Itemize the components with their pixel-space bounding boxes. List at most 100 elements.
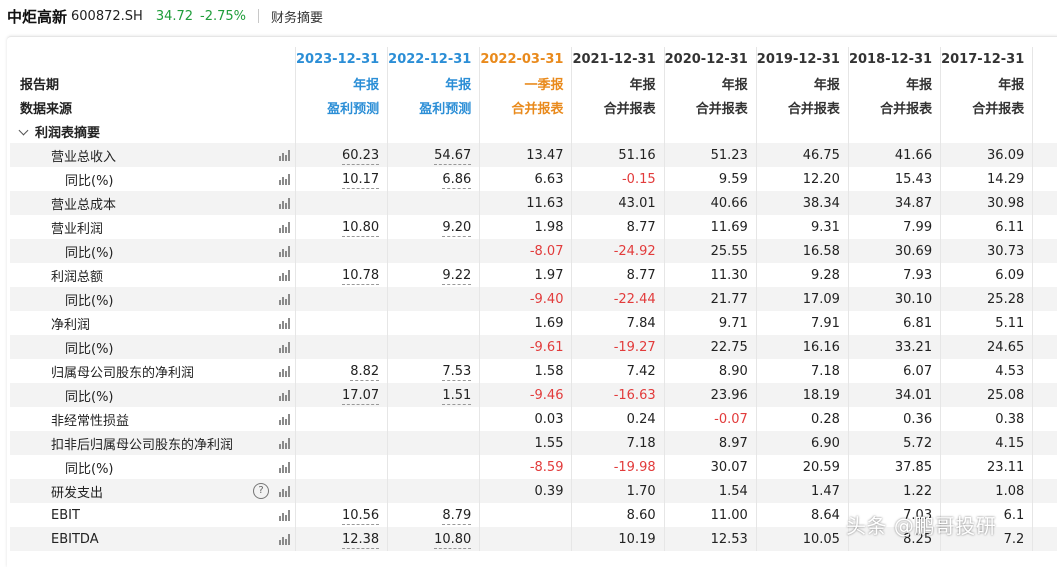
value-cell: -16.63 [571, 383, 665, 407]
header-row-date: 2023-12-31 2022-12-31 2022-03-31 2021-12-31… [10, 47, 1057, 71]
column-type [1032, 71, 1057, 95]
value-cell: 0.36 [847, 407, 941, 431]
value-cell: 11.30 [663, 263, 757, 287]
header-blank [250, 95, 296, 119]
column-type: 年报 [755, 71, 849, 95]
bar-chart-icon[interactable] [279, 509, 291, 521]
value-text: 6.07 [903, 363, 933, 379]
section-title: 利润表摘要 [35, 125, 101, 141]
value-text: 1.51 [442, 387, 472, 405]
column-date[interactable]: 2018-12-31 [847, 47, 941, 71]
value-cell: 36.09 [940, 143, 1033, 167]
stock-code: 600872.SH [71, 8, 143, 24]
bar-chart-icon[interactable] [279, 269, 291, 281]
value-text: 11.63 [526, 195, 564, 211]
bar-chart-icon[interactable] [279, 461, 291, 473]
value-text: 6.81 [903, 315, 933, 331]
value-cell: -9.40 [479, 287, 572, 311]
value-cell: 23.96 [663, 383, 757, 407]
row-label: 同比(%) [10, 335, 251, 359]
value-text: 7.03 [903, 507, 933, 523]
bar-chart-icon[interactable] [279, 173, 291, 185]
bar-chart-icon[interactable] [279, 389, 291, 401]
blank-cell [663, 119, 757, 143]
column-date[interactable] [1032, 47, 1057, 71]
value-cell: 8.64 [755, 503, 849, 527]
bar-chart-icon[interactable] [279, 317, 291, 329]
value-text: 8.60 [626, 507, 656, 523]
column-date[interactable]: 2022-03-31 [479, 47, 572, 71]
column-date[interactable]: 2017-12-31 [940, 47, 1033, 71]
header-blank [250, 71, 296, 95]
value-cell: 15.43 [847, 167, 941, 191]
value-cell: 0.24 [571, 407, 665, 431]
value-cell: 17.07 [294, 383, 388, 407]
bar-chart-icon[interactable] [279, 533, 291, 545]
value-text: 14.29 [987, 171, 1025, 187]
value-cell: 5.11 [940, 311, 1033, 335]
value-cell: 7.53 [387, 359, 480, 383]
column-date[interactable]: 2020-12-31 [663, 47, 757, 71]
value-cell: 6.90 [755, 431, 849, 455]
value-cell: -24.92 [571, 239, 665, 263]
bar-chart-icon[interactable] [279, 437, 291, 449]
bar-chart-icon[interactable] [279, 221, 291, 233]
value-cell: 30.73 [940, 239, 1033, 263]
value-cell: 8.77 [571, 263, 665, 287]
value-cell: 14.29 [940, 167, 1033, 191]
value-text: -22.44 [613, 291, 656, 307]
row-icons [250, 431, 296, 455]
column-date[interactable]: 2022-12-31 [387, 47, 480, 71]
tab-financial-summary[interactable]: 财务摘要 [271, 10, 324, 26]
bar-chart-icon[interactable] [279, 149, 291, 161]
row-icons [251, 359, 296, 383]
value-text: 10.78 [341, 267, 380, 285]
value-text: 6.11 [995, 219, 1025, 235]
value-cell: 34.87 [847, 191, 941, 215]
value-cell: 16.16 [755, 335, 849, 359]
value-cell: 8.60 [571, 503, 665, 527]
value-cell: 12.38 [294, 527, 388, 551]
value-cell: 24.65 [940, 335, 1033, 359]
section-header[interactable]: 利润表摘要 [10, 119, 251, 143]
row-icons [251, 167, 296, 191]
column-date[interactable]: 2023-12-31 [294, 47, 388, 71]
value-cell: 7.99 [847, 215, 941, 239]
value-text: 15.43 [894, 171, 933, 187]
bar-chart-icon[interactable] [279, 341, 291, 353]
value-cell: 51.16 [571, 143, 665, 167]
value-text: 11.69 [710, 219, 748, 235]
value-cell: 11.00 [663, 503, 757, 527]
value-text: 1.22 [903, 483, 933, 499]
value-text: -8.07 [529, 243, 564, 259]
watermark: 头条 @鹏哥投研 [846, 514, 997, 538]
value-text: 8.90 [718, 363, 748, 379]
value-cell: 4.15 [940, 431, 1033, 455]
value-text: 6.09 [995, 267, 1025, 283]
value-cell [1032, 503, 1057, 527]
bar-chart-icon[interactable] [279, 197, 291, 209]
value-cell: 9.28 [755, 263, 849, 287]
value-cell [1032, 527, 1057, 551]
section-row[interactable]: 利润表摘要 [10, 119, 1057, 143]
header-blank [10, 47, 251, 71]
column-date[interactable]: 2019-12-31 [755, 47, 849, 71]
bar-chart-icon[interactable] [279, 293, 291, 305]
value-text: 0.24 [626, 411, 656, 427]
row-label: 归属母公司股东的净利润 [51, 365, 195, 381]
bar-chart-icon[interactable] [279, 365, 291, 377]
table-row: 营业总收入 60.23 54.67 13.47 51.16 51.23 46.75 41.66… [10, 143, 1057, 167]
bar-chart-icon[interactable] [279, 413, 291, 425]
bar-chart-icon[interactable] [279, 245, 291, 257]
bar-chart-icon[interactable] [279, 485, 291, 497]
value-text: 38.34 [802, 195, 840, 211]
column-source: 合并报表 [847, 95, 941, 119]
help-icon[interactable]: ? [253, 483, 269, 499]
column-date[interactable]: 2021-12-31 [571, 47, 665, 71]
blank-cell [940, 119, 1033, 143]
value-text: 1.47 [810, 483, 840, 499]
value-cell: 30.69 [847, 239, 941, 263]
chevron-down-icon[interactable] [18, 125, 29, 135]
value-cell [1032, 455, 1057, 479]
value-text: -19.98 [613, 459, 656, 475]
